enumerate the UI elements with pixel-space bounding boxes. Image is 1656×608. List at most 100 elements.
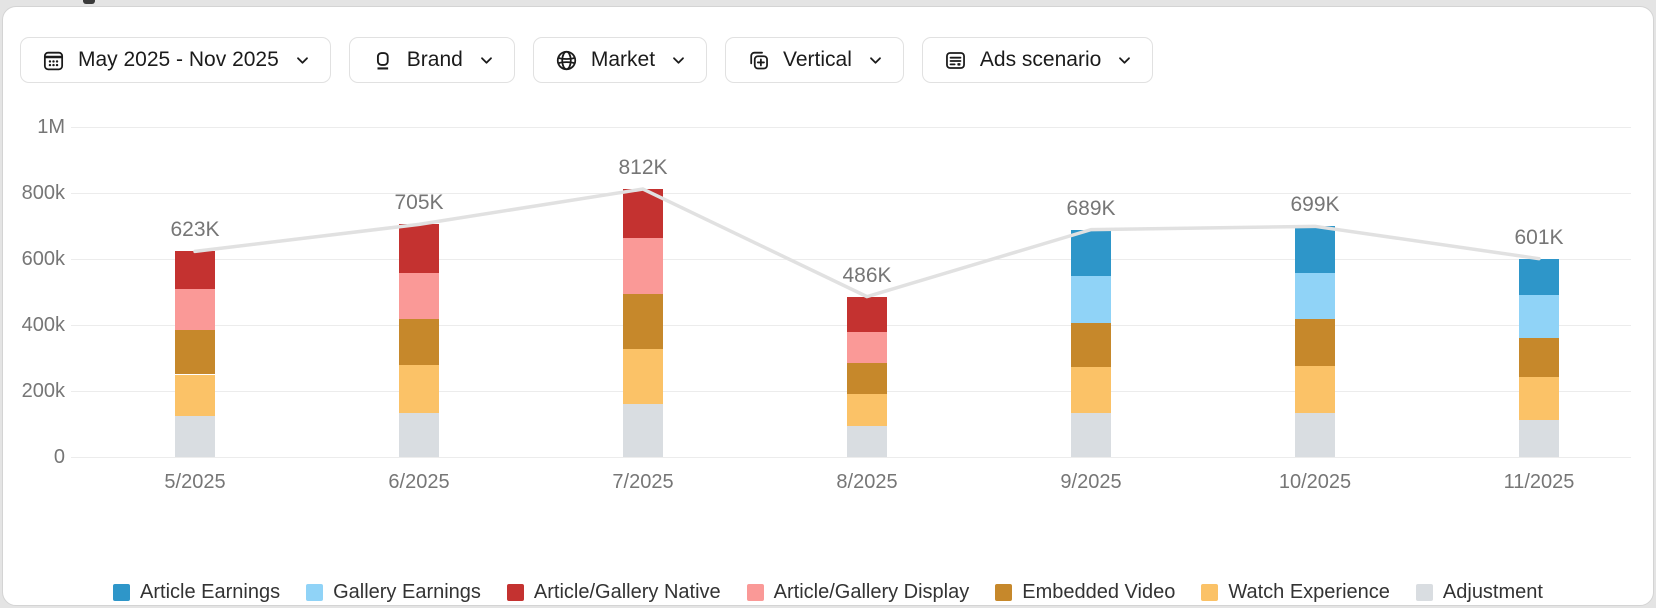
x-axis-tick-label: 10/2025 (1278, 471, 1352, 493)
bar-segment-article-gallery-display[interactable] (399, 272, 439, 319)
globe-icon (556, 50, 576, 70)
bar-segment-watch-experience[interactable] (399, 364, 439, 414)
legend-item-watch-experience[interactable]: Watch Experience (1201, 581, 1390, 604)
bar-segment-article-gallery-display[interactable] (175, 289, 215, 331)
bar-segment-gallery-earnings[interactable] (1295, 272, 1335, 319)
legend-item-gallery-earnings[interactable]: Gallery Earnings (306, 581, 481, 604)
x-axis-tick-label: 7/2025 (612, 471, 674, 493)
cropped-title-artifact (83, 0, 95, 4)
legend-label: Adjustment (1442, 581, 1543, 603)
vertical-filter-button[interactable]: Vertical (725, 37, 904, 83)
gridline (71, 193, 1631, 194)
bar-segment-watch-experience[interactable] (1519, 377, 1559, 420)
ads-scenario-filter-button[interactable]: Ads scenario (921, 37, 1154, 83)
bar-segment-article-gallery-display[interactable] (847, 331, 887, 364)
bar-segment-adjustment[interactable] (847, 426, 887, 457)
bar-segment-gallery-earnings[interactable] (1519, 295, 1559, 338)
legend-item-article-earnings[interactable]: Article Earnings (113, 581, 280, 604)
legend-swatch (506, 584, 524, 601)
vertical-filter-label: Vertical (783, 48, 852, 71)
x-axis-tick-label: 6/2025 (388, 471, 450, 493)
bar-total-label: 705K (394, 191, 444, 215)
bar-total-label: 699K (1290, 193, 1340, 217)
legend-item-adjustment[interactable]: Adjustment (1415, 581, 1543, 604)
bar-segment-watch-experience[interactable] (623, 349, 663, 404)
y-axis-tick-label: 200k (21, 380, 65, 402)
brand-filter-label: Brand (406, 48, 463, 71)
bar-segment-embedded-video[interactable] (1519, 337, 1559, 378)
legend-swatch (746, 584, 764, 601)
legend-label: Article/Gallery Native (533, 581, 721, 603)
ads-scenario-filter-label: Ads scenario (979, 48, 1102, 71)
legend-item-article-gallery-display[interactable]: Article/Gallery Display (746, 581, 970, 604)
legend-swatch (995, 584, 1013, 601)
gridline (71, 457, 1631, 458)
market-filter-label: Market (590, 48, 656, 71)
legend-swatch (1415, 584, 1433, 601)
bar-segment-article-gallery-native[interactable] (623, 189, 663, 239)
bar-segment-adjustment[interactable] (399, 413, 439, 457)
legend-label: Article Earnings (140, 581, 281, 603)
bar-segment-adjustment[interactable] (1519, 419, 1559, 457)
x-axis-tick-label: 11/2025 (1503, 471, 1575, 493)
y-axis-tick-label: 1M (37, 116, 65, 138)
bar-segment-adjustment[interactable] (623, 403, 663, 457)
bar-segment-article-gallery-display[interactable] (623, 238, 663, 294)
bar-total-label: 486K (842, 263, 892, 287)
bar-segment-adjustment[interactable] (175, 416, 215, 457)
chevron-down-icon (673, 56, 684, 64)
date-range-label: May 2025 - Nov 2025 (78, 48, 279, 71)
bar-segment-watch-experience[interactable] (175, 374, 215, 417)
bar-total-label: 812K (618, 156, 668, 180)
x-axis-tick-label: 8/2025 (836, 471, 898, 493)
bar-segment-embedded-video[interactable] (623, 293, 663, 350)
gridline (71, 259, 1631, 260)
bar-total-label: 623K (170, 218, 220, 242)
legend-item-embedded-video[interactable]: Embedded Video (995, 581, 1175, 604)
bar-segment-embedded-video[interactable] (175, 330, 215, 375)
market-filter-button[interactable]: Market (532, 37, 708, 83)
x-axis-tick-label: 9/2025 (1060, 471, 1122, 493)
filter-bar: May 2025 - Nov 2025 Brand (20, 37, 1154, 83)
bar-total-label: 689K (1066, 196, 1116, 220)
y-axis-tick-label: 800k (21, 182, 65, 204)
bar-segment-embedded-video[interactable] (1295, 318, 1335, 366)
legend-label: Watch Experience (1228, 581, 1390, 603)
legend-swatch (113, 584, 131, 601)
legend-label: Article/Gallery Display (773, 581, 970, 603)
date-range-filter-button[interactable]: May 2025 - Nov 2025 (20, 37, 331, 83)
chevron-down-icon (480, 56, 492, 64)
legend-label: Embedded Video (1022, 581, 1176, 603)
bar-segment-watch-experience[interactable] (1071, 367, 1111, 414)
legend-label: Gallery Earnings (333, 581, 481, 603)
bar-segment-watch-experience[interactable] (847, 393, 887, 427)
legend-swatch (306, 584, 324, 601)
y-axis-tick-label: 0 (53, 446, 65, 468)
chart-card: May 2025 - Nov 2025 Brand (2, 6, 1654, 606)
bar-segment-article-gallery-native[interactable] (847, 296, 887, 332)
bar-segment-embedded-video[interactable] (847, 363, 887, 394)
bar-segment-article-earnings[interactable] (1071, 229, 1111, 277)
vertical-add-icon (750, 51, 768, 69)
ads-scenario-icon (945, 51, 965, 69)
bar-segment-adjustment[interactable] (1071, 413, 1111, 457)
bar-segment-embedded-video[interactable] (1071, 322, 1111, 368)
bar-segment-article-gallery-native[interactable] (399, 224, 439, 273)
bar-segment-adjustment[interactable] (1295, 413, 1335, 457)
gridline (71, 127, 1631, 128)
legend-swatch (1201, 584, 1219, 601)
legend-item-article-gallery-native[interactable]: Article/Gallery Native (506, 581, 721, 604)
bar-segment-article-earnings[interactable] (1519, 258, 1559, 296)
totals-trend-line (193, 187, 1541, 299)
chevron-down-icon (296, 56, 308, 64)
chart-legend: Article Earnings Gallery Earnings Article/… (3, 581, 1653, 604)
y-axis-tick-label: 600k (21, 248, 65, 270)
bar-segment-article-gallery-native[interactable] (175, 251, 215, 290)
bar-segment-article-earnings[interactable] (1295, 226, 1335, 273)
brand-filter-button[interactable]: Brand (348, 37, 515, 83)
bar-segment-gallery-earnings[interactable] (1071, 276, 1111, 323)
calendar-icon (43, 51, 64, 70)
bar-segment-watch-experience[interactable] (1295, 365, 1335, 414)
bar-segment-embedded-video[interactable] (399, 318, 439, 365)
